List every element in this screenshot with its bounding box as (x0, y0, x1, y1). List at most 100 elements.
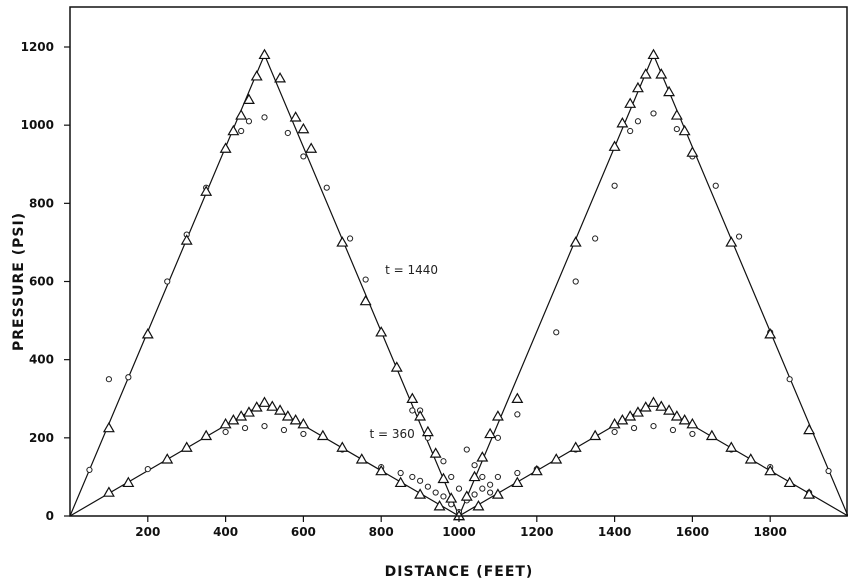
data-point-triangle (725, 441, 738, 452)
data-point-triangle (414, 410, 427, 421)
data-point-triangle (297, 417, 310, 429)
y-tick-label: 400 (29, 353, 54, 367)
data-point-circle (669, 426, 677, 434)
data-point-circle (440, 493, 447, 500)
data-point-triangle (316, 429, 329, 441)
data-point-circle (494, 434, 501, 441)
data-point-circle (346, 235, 354, 242)
x-axis-title: DISTANCE (FEET) (385, 564, 534, 580)
data-point-triangle (647, 396, 660, 407)
data-point-triangle (663, 404, 676, 415)
data-point-triangle (484, 427, 497, 439)
data-point-circle (487, 489, 494, 496)
data-point-circle (440, 458, 447, 465)
data-point-triangle (359, 294, 372, 306)
data-point-circle (592, 235, 599, 242)
data-point-triangle (258, 396, 271, 407)
data-point-triangle (491, 410, 504, 421)
data-point-triangle (180, 441, 193, 452)
data-point-triangle (678, 414, 691, 425)
data-point-triangle (421, 425, 434, 437)
data-point-triangle (394, 476, 407, 488)
data-point-circle (463, 446, 470, 453)
data-point-circle (634, 118, 642, 125)
data-point-triangle (803, 488, 816, 499)
x-tick-label: 1000 (442, 525, 475, 539)
x-tick-label: 1800 (753, 525, 786, 539)
data-point-triangle (476, 451, 489, 462)
data-point-circle (261, 114, 268, 121)
data-point-triangle (289, 111, 302, 122)
curve-annotation: t = 360 (370, 427, 415, 441)
data-point-circle (786, 376, 793, 383)
data-point-circle (479, 485, 486, 492)
data-point-triangle (764, 328, 777, 339)
data-point-circle (245, 118, 253, 125)
data-point-triangle (678, 124, 691, 136)
data-point-triangle (744, 453, 757, 464)
data-point-triangle (460, 490, 473, 501)
data-point-triangle (433, 499, 446, 511)
data-point-triangle (491, 488, 504, 499)
data-point-triangle (764, 464, 777, 476)
data-point-circle (553, 329, 560, 336)
data-point-circle (712, 182, 719, 189)
data-point-triangle (242, 93, 255, 105)
y-tick-label: 600 (29, 275, 54, 289)
x-tick-label: 400 (213, 525, 238, 539)
data-point-circle (323, 184, 330, 191)
data-point-triangle (355, 453, 368, 464)
data-point-triangle (336, 441, 349, 452)
data-point-circle (238, 127, 245, 135)
curve-annotation: t = 1440 (385, 263, 438, 277)
data-point-triangle (670, 109, 683, 120)
data-point-circle (144, 466, 151, 473)
data-point-circle (409, 473, 416, 481)
data-point-circle (284, 129, 291, 137)
data-point-circle (432, 489, 439, 496)
y-tick-label: 1000 (21, 118, 54, 132)
data-point-circle (261, 423, 268, 430)
data-point-circle (300, 430, 307, 438)
data-point-triangle (289, 414, 302, 425)
data-point-circle (514, 469, 521, 477)
data-point-circle (487, 481, 494, 488)
data-point-triangle (655, 400, 668, 411)
data-point-triangle (608, 140, 621, 151)
data-point-circle (397, 469, 404, 477)
data-point-circle (514, 411, 521, 418)
data-point-triangle (569, 441, 582, 452)
data-point-circle (300, 153, 307, 160)
data-point-triangle (305, 142, 318, 153)
x-tick-label: 1400 (598, 525, 631, 539)
data-point-triangle (550, 453, 563, 464)
data-point-triangle (161, 453, 174, 464)
data-point-circle (471, 491, 478, 498)
data-point-triangle (406, 392, 419, 403)
data-point-triangle (725, 236, 738, 247)
data-point-triangle (437, 472, 450, 484)
data-point-triangle (336, 236, 349, 247)
data-point-circle (409, 407, 416, 414)
data-point-triangle (219, 142, 232, 153)
data-point-triangle (663, 85, 676, 97)
data-point-triangle (258, 48, 271, 60)
data-point-circle (471, 462, 478, 469)
data-point-triangle (472, 499, 485, 511)
data-point-circle (650, 423, 657, 430)
data-point-triangle (783, 476, 796, 488)
data-point-triangle (686, 146, 699, 157)
data-point-triangle (569, 236, 582, 247)
data-point-triangle (250, 70, 263, 81)
data-point-circle (630, 424, 638, 432)
data-point-triangle (705, 429, 718, 441)
data-point-triangle (200, 185, 213, 196)
data-point-triangle (803, 423, 816, 435)
data-point-circle (494, 473, 501, 481)
y-tick-label: 800 (29, 196, 54, 210)
data-point-triangle (102, 486, 115, 497)
data-point-circle (735, 233, 743, 240)
data-point-triangle (639, 68, 652, 79)
